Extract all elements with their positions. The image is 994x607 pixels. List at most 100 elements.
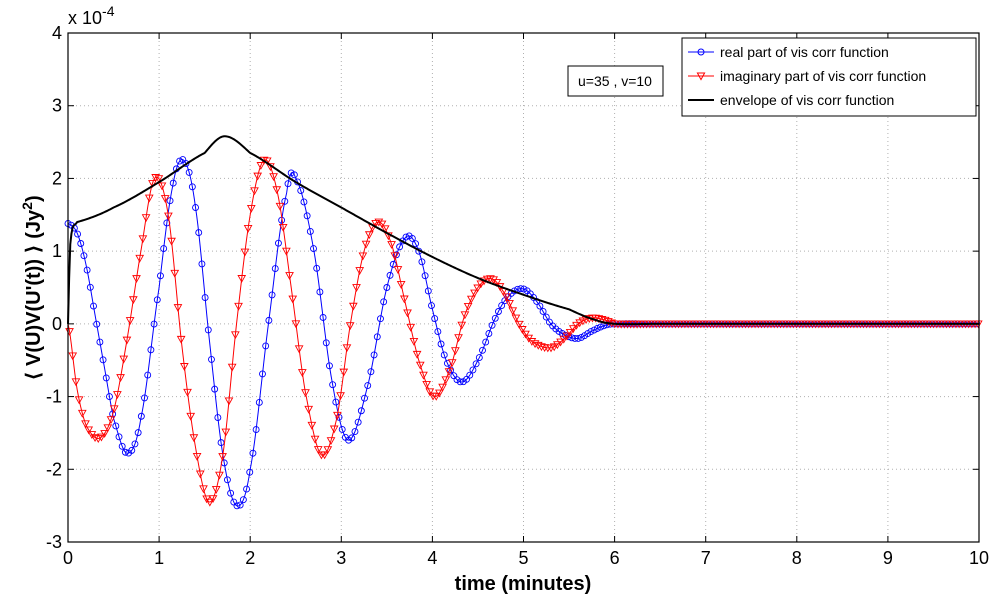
data-point bbox=[118, 442, 126, 450]
data-point bbox=[562, 332, 572, 341]
data-point bbox=[268, 291, 276, 299]
data-point bbox=[201, 294, 209, 302]
data-point bbox=[234, 302, 243, 311]
data-point bbox=[103, 424, 113, 433]
data-point bbox=[587, 328, 595, 336]
data-point bbox=[224, 397, 234, 406]
data-point bbox=[250, 187, 259, 196]
data-point bbox=[466, 295, 476, 304]
data-point bbox=[214, 414, 222, 421]
data-point bbox=[169, 179, 177, 187]
data-point bbox=[285, 272, 294, 280]
data-point bbox=[358, 252, 368, 261]
data-point bbox=[556, 338, 565, 347]
data-point bbox=[470, 289, 479, 298]
data-point bbox=[517, 326, 527, 334]
y-axis-title-close: ) bbox=[23, 195, 45, 202]
data-point bbox=[77, 409, 87, 418]
data-point bbox=[246, 204, 256, 213]
data-point bbox=[272, 186, 282, 195]
data-point bbox=[102, 374, 110, 382]
data-point bbox=[253, 172, 263, 181]
data-point bbox=[137, 412, 145, 420]
data-point bbox=[418, 258, 426, 266]
data-point bbox=[386, 271, 394, 279]
data-point bbox=[204, 326, 212, 334]
legend-item-1: real part of vis corr function bbox=[688, 44, 889, 60]
data-point bbox=[176, 157, 184, 165]
data-point bbox=[141, 394, 148, 402]
legend-swatch-marker bbox=[696, 72, 706, 81]
data-point bbox=[472, 360, 480, 368]
data-point bbox=[549, 343, 559, 352]
data-point bbox=[176, 335, 186, 344]
data-point bbox=[412, 240, 419, 248]
data-point bbox=[377, 220, 387, 229]
data-point bbox=[128, 446, 136, 454]
data-point bbox=[435, 389, 444, 398]
data-point bbox=[183, 388, 192, 397]
data-point bbox=[505, 299, 514, 308]
data-point bbox=[278, 223, 288, 232]
data-point bbox=[444, 368, 454, 377]
data-point bbox=[205, 498, 215, 507]
data-point bbox=[521, 330, 530, 339]
data-point bbox=[502, 293, 511, 302]
data-point bbox=[403, 309, 412, 318]
data-point bbox=[361, 394, 368, 402]
data-point bbox=[390, 252, 400, 261]
data-point bbox=[438, 383, 447, 392]
data-point bbox=[233, 502, 241, 510]
y-multiplier-exp: -4 bbox=[102, 3, 115, 19]
x-tick-label: 7 bbox=[701, 548, 711, 568]
x-axis-title: time (minutes) bbox=[455, 573, 592, 595]
data-point bbox=[553, 341, 562, 350]
data-point bbox=[536, 302, 544, 310]
data-point bbox=[559, 335, 569, 344]
x-tick-label: 1 bbox=[154, 548, 164, 568]
data-point bbox=[284, 180, 292, 188]
data-point bbox=[475, 354, 483, 362]
data-point bbox=[332, 398, 340, 406]
data-point bbox=[450, 347, 460, 356]
data-point bbox=[195, 229, 203, 237]
data-point bbox=[99, 356, 107, 364]
data-point bbox=[533, 341, 543, 350]
data-point bbox=[508, 307, 518, 316]
data-point bbox=[230, 331, 240, 340]
data-point bbox=[74, 230, 82, 238]
data-point bbox=[482, 338, 490, 346]
data-point bbox=[530, 340, 540, 349]
data-point bbox=[282, 247, 291, 256]
data-point bbox=[188, 183, 196, 191]
data-point bbox=[255, 399, 263, 406]
x-tick-label: 0 bbox=[63, 548, 73, 568]
data-point bbox=[406, 323, 416, 332]
data-point bbox=[431, 392, 441, 401]
data-point bbox=[355, 267, 365, 275]
data-point bbox=[179, 363, 189, 371]
data-point bbox=[495, 308, 502, 315]
data-point bbox=[122, 336, 132, 345]
data-point bbox=[291, 320, 301, 329]
data-point bbox=[106, 416, 116, 425]
series-3 bbox=[67, 135, 979, 326]
data-point bbox=[109, 405, 119, 414]
data-point bbox=[112, 422, 120, 430]
data-point bbox=[326, 437, 336, 446]
x-tick-label: 9 bbox=[883, 548, 893, 568]
data-point bbox=[265, 316, 273, 324]
data-point bbox=[399, 295, 409, 304]
data-point bbox=[319, 314, 327, 321]
data-point bbox=[310, 245, 317, 253]
data-point bbox=[83, 266, 91, 274]
data-point bbox=[460, 311, 470, 320]
data-point bbox=[389, 260, 397, 268]
data-point bbox=[100, 430, 109, 438]
data-point bbox=[147, 346, 155, 354]
data-point bbox=[424, 287, 432, 295]
legend-item-2: imaginary part of vis corr function bbox=[688, 68, 926, 84]
data-point bbox=[208, 495, 218, 504]
data-point bbox=[281, 197, 289, 205]
data-point bbox=[307, 421, 317, 430]
